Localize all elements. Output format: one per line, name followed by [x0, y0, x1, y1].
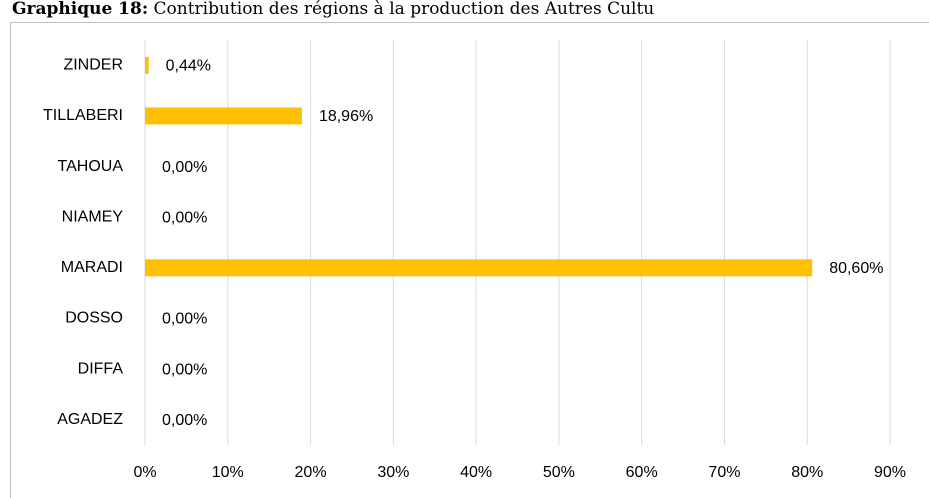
y-tick-label: TILLABERI [43, 107, 123, 124]
y-tick-label: DIFFA [78, 360, 124, 377]
x-tick-label: 90% [874, 464, 906, 481]
x-tick-label: 40% [460, 464, 492, 481]
data-label: 80,60% [829, 260, 883, 277]
x-tick-label: 80% [791, 464, 823, 481]
y-tick-label: TAHOUA [58, 158, 124, 175]
x-tick-label: 10% [212, 464, 244, 481]
data-label: 0,44% [166, 58, 211, 75]
y-tick-label: NIAMEY [62, 208, 124, 225]
bar [145, 56, 149, 74]
data-label: 0,00% [162, 209, 207, 226]
y-tick-label: AGADEZ [57, 411, 123, 428]
data-label: 0,00% [162, 361, 207, 378]
x-tick-label: 20% [295, 464, 327, 481]
y-tick-label: DOSSO [65, 310, 123, 327]
x-tick-label: 30% [377, 464, 409, 481]
data-label: 18,96% [319, 108, 373, 125]
bar [145, 259, 813, 277]
chart-title-text: Contribution des régions à la production… [154, 0, 655, 19]
x-tick-label: 50% [543, 464, 575, 481]
y-tick-label: MARADI [61, 259, 123, 276]
bar [145, 107, 302, 125]
chart-title-number: Graphique 18: [12, 0, 148, 19]
x-tick-label: 70% [708, 464, 740, 481]
data-label: 0,00% [162, 412, 207, 429]
x-tick-label: 60% [626, 464, 658, 481]
data-label: 0,00% [162, 159, 207, 176]
y-tick-label: ZINDER [63, 57, 123, 74]
x-tick-label: 0% [133, 464, 156, 481]
data-label: 0,00% [162, 311, 207, 328]
chart-title: Graphique 18: Contribution des régions à… [12, 0, 654, 19]
